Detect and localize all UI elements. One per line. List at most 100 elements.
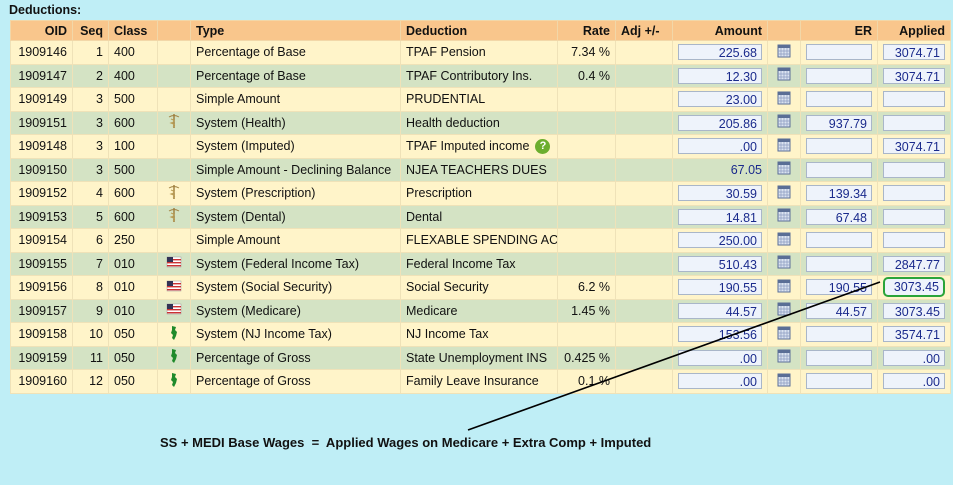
cal-icon[interactable] [776, 184, 792, 200]
cal-icon[interactable] [776, 113, 792, 129]
er-input[interactable] [806, 349, 872, 366]
flag-icon [166, 304, 182, 315]
cal-icon[interactable] [776, 66, 792, 82]
rate-cell: 1.45 % [557, 298, 616, 323]
er-input[interactable]: 139.34 [806, 185, 872, 202]
er-input[interactable]: 190.55 [806, 279, 872, 296]
amount-input[interactable]: .00 [678, 138, 762, 155]
er-input[interactable]: 44.57 [806, 302, 872, 319]
header-cell: Seq [72, 20, 109, 41]
applied-input[interactable]: 3074.71 [883, 138, 945, 155]
cal-icon[interactable] [776, 325, 792, 341]
cal-icon[interactable] [776, 301, 792, 317]
cal-icon[interactable] [776, 372, 792, 388]
applied-input[interactable]: 3074.71 [883, 67, 945, 84]
header-cell [157, 20, 191, 41]
amount-input[interactable]: 250.00 [678, 232, 762, 249]
applied-input[interactable]: .00 [883, 373, 945, 390]
type-cell: System (Medicare) [190, 298, 401, 323]
rate-cell: 6.2 % [557, 275, 616, 300]
applied-cell: 3073.45 [877, 298, 951, 323]
er-cell [800, 40, 878, 65]
amount-input[interactable]: 14.81 [678, 208, 762, 225]
er-input[interactable] [806, 232, 872, 249]
header-row: OID Seq Class Type Deduction Rate Adj +/… [10, 20, 951, 41]
icon-cell [157, 181, 191, 206]
amount-input[interactable]: .00 [678, 373, 762, 390]
cal-icon[interactable] [776, 207, 792, 223]
applied-input[interactable] [883, 208, 945, 225]
cal-icon[interactable] [776, 137, 792, 153]
er-input[interactable]: 937.79 [806, 114, 872, 131]
applied-input[interactable]: 2847.77 [883, 255, 945, 272]
rate-cell [557, 251, 616, 276]
applied-input[interactable] [883, 161, 945, 178]
cal-icon[interactable] [776, 231, 792, 247]
applied-input[interactable]: 3073.45 [883, 302, 945, 319]
deduction-cell: Prescription [400, 181, 558, 206]
er-input[interactable]: 67.48 [806, 208, 872, 225]
amount-input[interactable]: .00 [678, 349, 762, 366]
help-icon[interactable]: ? [535, 138, 551, 154]
class-cell: 050 [108, 369, 158, 394]
table-row: 1909159 11 050 Percentage of Gross State Une… [10, 345, 951, 370]
er-input[interactable] [806, 138, 872, 155]
table-row: 1909158 10 050 System (NJ Income Tax) NJ Inc… [10, 322, 951, 347]
deduction-cell: NJEA TEACHERS DUES [400, 157, 558, 182]
er-input[interactable] [806, 44, 872, 61]
amount-input[interactable]: 205.86 [678, 114, 762, 131]
applied-input[interactable] [883, 91, 945, 108]
oid-cell: 1909149 [10, 87, 73, 112]
cal-icon[interactable] [776, 254, 792, 270]
seq-cell: 4 [72, 181, 109, 206]
health-icon [168, 208, 180, 223]
er-input[interactable] [806, 161, 872, 178]
cal-icon[interactable] [776, 43, 792, 59]
applied-input[interactable]: 3073.45 [883, 277, 945, 298]
er-input[interactable] [806, 91, 872, 108]
cal-icon[interactable] [776, 348, 792, 364]
applied-input[interactable]: 3574.71 [883, 326, 945, 343]
applied-input[interactable]: .00 [883, 349, 945, 366]
er-input[interactable] [806, 255, 872, 272]
applied-cell [877, 228, 951, 253]
seq-cell: 1 [72, 40, 109, 65]
er-input[interactable] [806, 373, 872, 390]
amount-input[interactable]: 153.56 [678, 326, 762, 343]
applied-input[interactable] [883, 232, 945, 249]
calendar-cell [767, 63, 801, 88]
amount-input[interactable]: 44.57 [678, 302, 762, 319]
cal-icon[interactable] [776, 278, 792, 294]
applied-input[interactable]: 3074.71 [883, 44, 945, 61]
icon-cell [157, 369, 191, 394]
amount-input[interactable]: 225.68 [678, 44, 762, 61]
er-input[interactable] [806, 67, 872, 84]
class-cell: 400 [108, 40, 158, 65]
annotation: SS + MEDI Base Wages = Applied Wages on … [160, 435, 652, 450]
cal-icon[interactable] [776, 160, 792, 176]
oid-cell: 1909147 [10, 63, 73, 88]
amount-input[interactable]: 510.43 [678, 255, 762, 272]
er-cell [800, 345, 878, 370]
amount-input[interactable]: 12.30 [678, 67, 762, 84]
amount-input[interactable]: 30.59 [678, 185, 762, 202]
oid-cell: 1909155 [10, 251, 73, 276]
deduction-text: Social Security [406, 280, 489, 295]
icon-cell [157, 298, 191, 323]
adj-cell [615, 134, 673, 159]
cal-icon[interactable] [776, 90, 792, 106]
adj-cell [615, 110, 673, 135]
amount-input[interactable]: 23.00 [678, 91, 762, 108]
amount-text: 67.05 [730, 162, 762, 177]
amount-input[interactable]: 190.55 [678, 279, 762, 296]
applied-input[interactable] [883, 114, 945, 131]
applied-input[interactable] [883, 185, 945, 202]
type-cell: System (Health) [190, 110, 401, 135]
seq-cell: 10 [72, 322, 109, 347]
class-cell: 050 [108, 345, 158, 370]
er-input[interactable] [806, 326, 872, 343]
rate-text: 7.34 % [571, 45, 610, 60]
adj-cell [615, 275, 673, 300]
icon-cell [157, 110, 191, 135]
